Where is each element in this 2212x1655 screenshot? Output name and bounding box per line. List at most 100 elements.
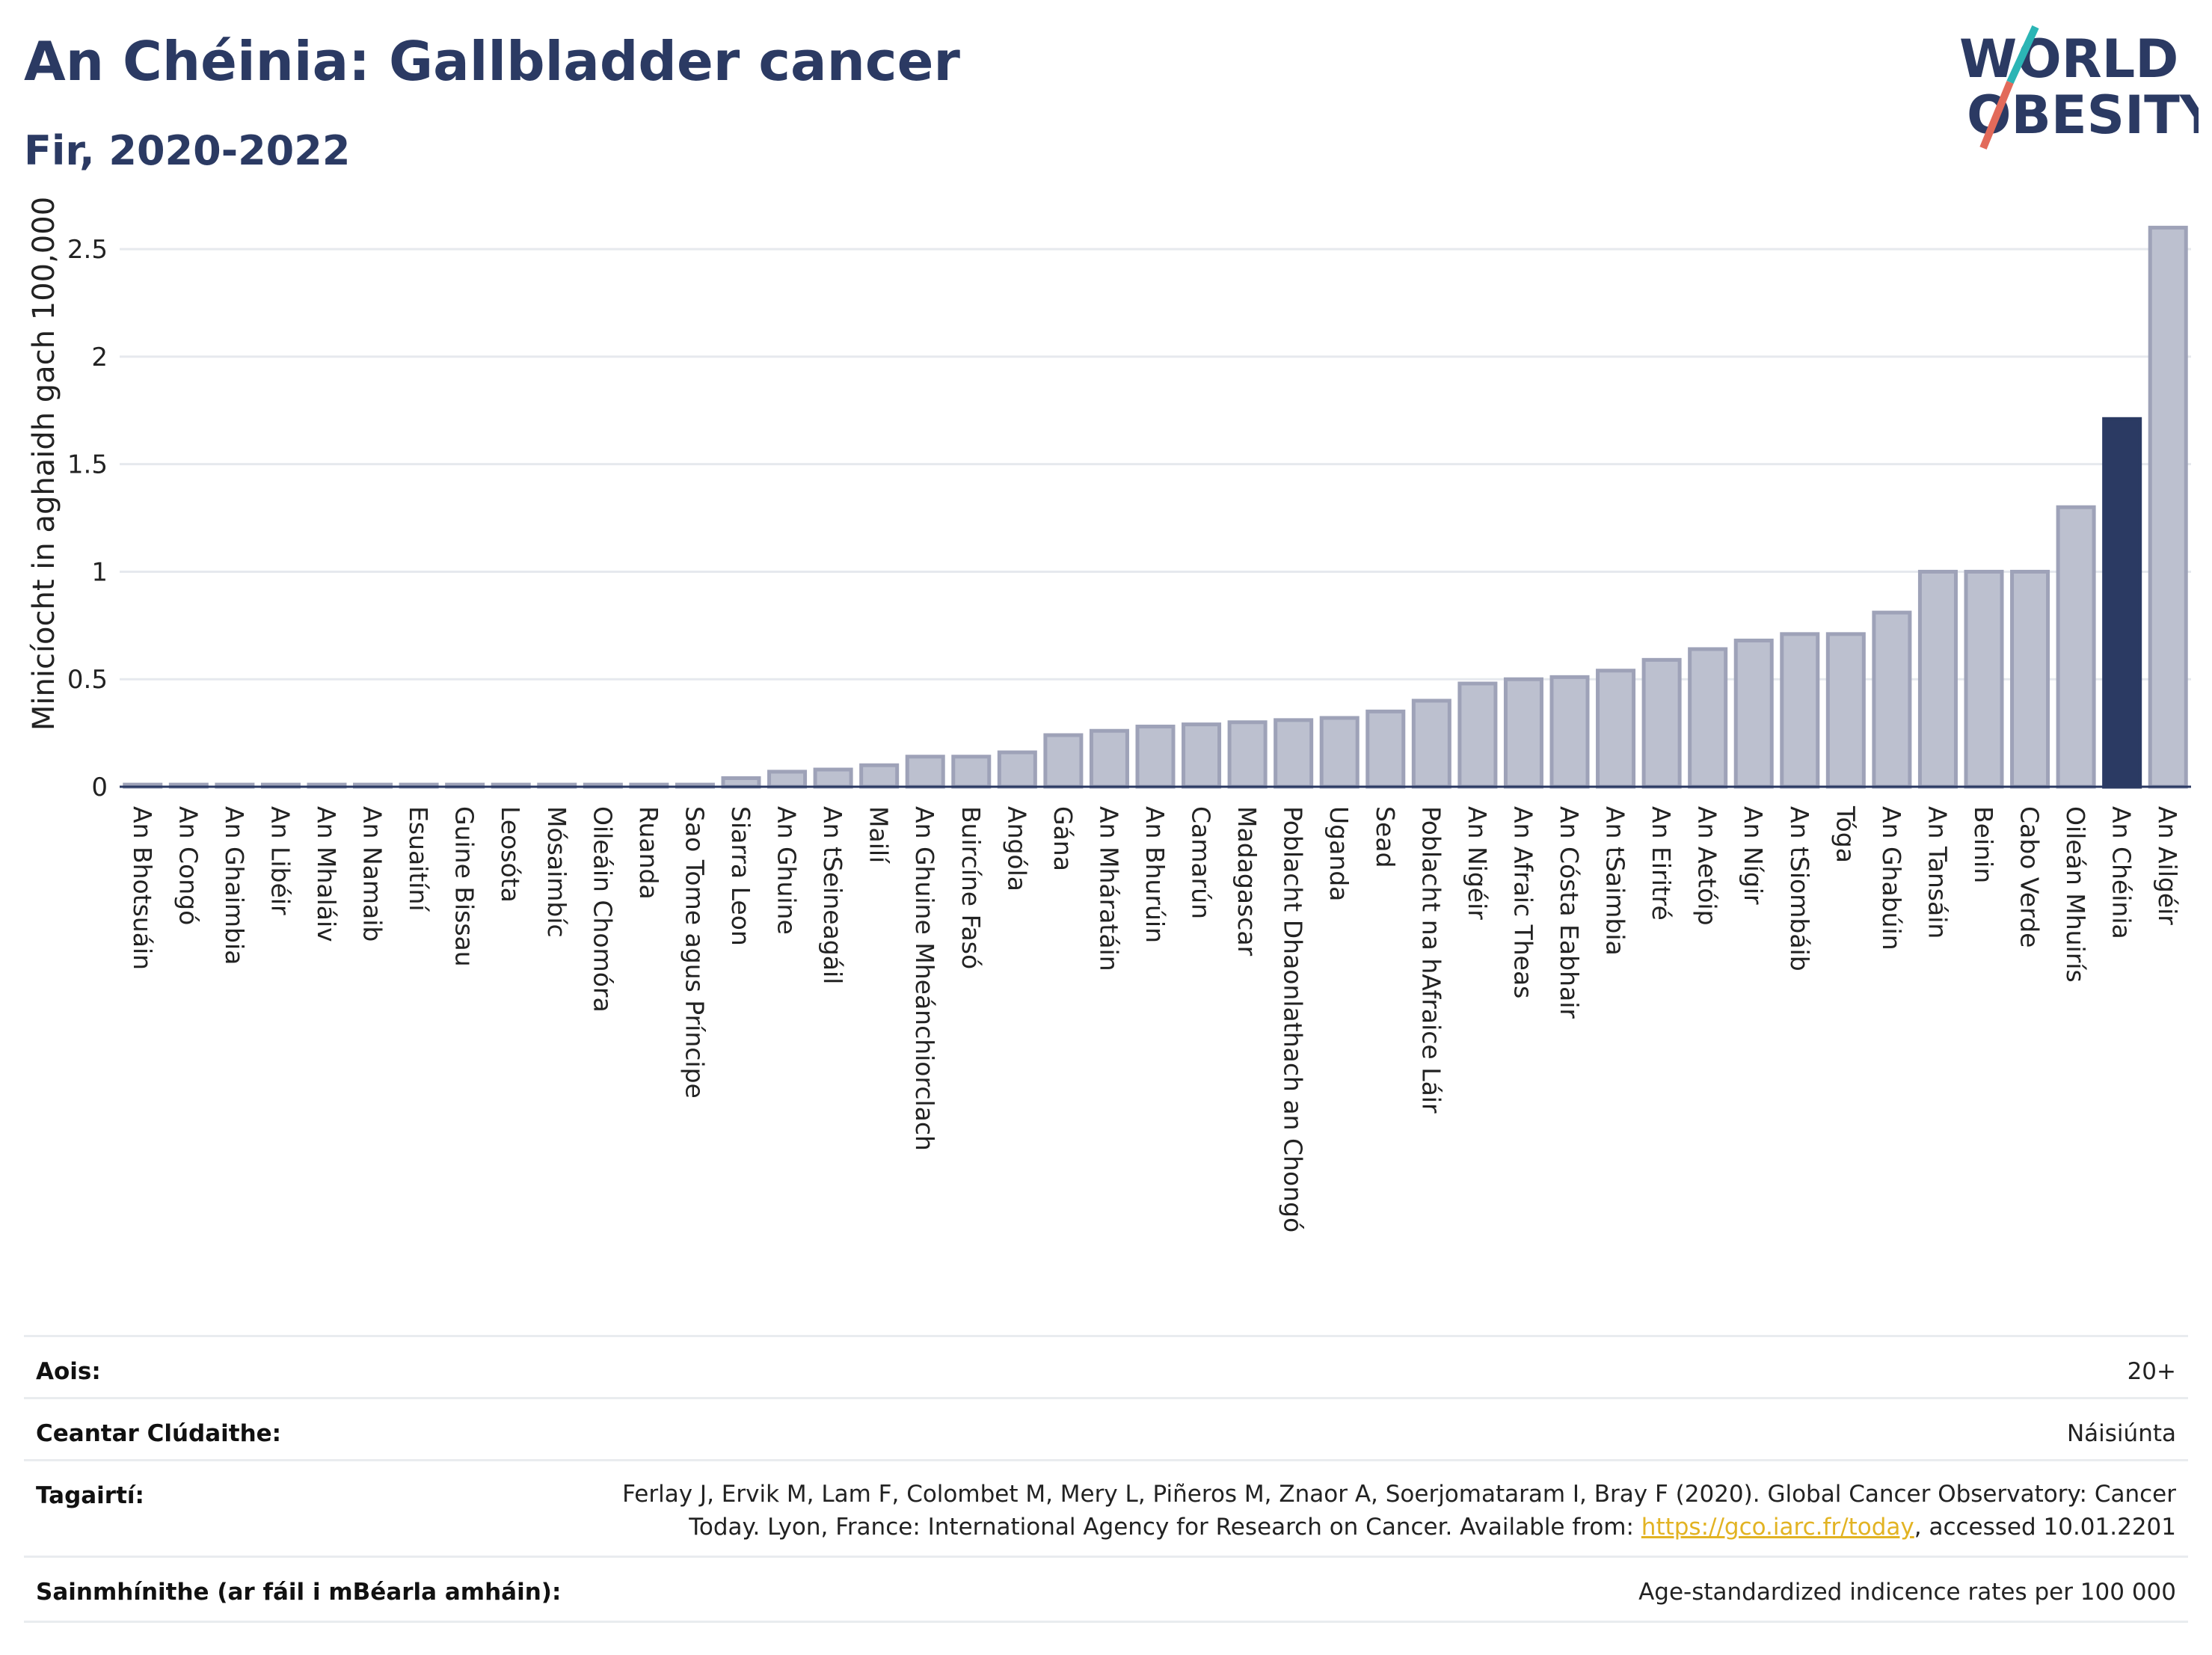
meta-value: Ferlay J, Ervik M, Lam F, Colombet M, Me… — [576, 1478, 2176, 1544]
x-tick-label: An Chéinia — [2107, 806, 2136, 939]
y-tick-label: 1.5 — [67, 450, 108, 480]
x-tick-label: An Bhurúin — [1140, 806, 1170, 943]
x-tick-label: An Ghabúin — [1877, 806, 1906, 951]
y-tick-label: 1 — [91, 557, 108, 587]
y-tick-label: 2.5 — [67, 235, 108, 265]
bar — [2010, 569, 2050, 789]
meta-key: Sainmhínithe (ar fáil i mBéarla amháin): — [36, 1579, 562, 1606]
x-tick-label: An tSeineagáil — [818, 806, 847, 984]
meta-row-references: Tagairtí: Ferlay J, Ervik M, Lam F, Colo… — [24, 1459, 2188, 1556]
bar — [2102, 417, 2142, 789]
y-tick-label: 0.5 — [67, 665, 108, 695]
bar — [1964, 569, 2004, 789]
bar — [1503, 677, 1543, 789]
bar — [1274, 718, 1314, 789]
x-tick-label: An Eiritré — [1647, 806, 1676, 921]
bar — [1135, 724, 1176, 789]
bar — [2056, 505, 2096, 789]
meta-key: Ceantar Clúdaithe: — [36, 1420, 282, 1447]
logo-word-world: WORLD — [1959, 28, 2178, 90]
bar — [767, 770, 808, 789]
metadata-table: Aois: 20+ Ceantar Clúdaithe: Náisiúnta T… — [24, 1335, 2188, 1623]
bar — [1043, 733, 1084, 789]
x-tick-label: Poblacht na hAfraice Láir — [1416, 806, 1446, 1114]
bar — [859, 763, 900, 789]
y-tick-label: 2 — [91, 343, 108, 372]
x-tick-label: An Namaib — [358, 806, 387, 942]
bar — [1641, 657, 1682, 789]
bar — [1688, 647, 1728, 789]
meta-row-definitions: Sainmhínithe (ar fáil i mBéarla amháin):… — [24, 1556, 2188, 1623]
x-tick-label: Mósaimbíc — [542, 806, 571, 938]
x-tick-label: Sao Tome agus Príncipe — [680, 806, 709, 1099]
reference-link[interactable]: https://gco.iarc.fr/today — [1641, 1514, 1914, 1541]
bar — [1182, 722, 1222, 789]
bar — [997, 750, 1037, 789]
bar — [1917, 569, 1958, 789]
bar — [1733, 638, 1774, 789]
bar-chart: 0 0.5 1 1.5 2 2.5 An Bhotsuáin An Congó An Ghai… — [27, 197, 2191, 1232]
x-tick-label: Uganda — [1324, 806, 1354, 901]
x-tick-label: Siarra Leon — [726, 806, 755, 946]
x-tick-label: An Bhotsuáin — [128, 806, 157, 970]
logo-slash-teal — [2006, 25, 2039, 85]
bar — [1872, 610, 1912, 789]
bar — [1825, 632, 1866, 789]
x-tick-label: Beinin — [1969, 806, 1998, 883]
x-tick-label: An Ghuine Mheánchiorclach — [910, 806, 939, 1151]
meta-row-coverage: Ceantar Clúdaithe: Náisiúnta — [24, 1397, 2188, 1459]
reference-text: Ferlay J, Ervik M, Lam F, Colombet M, Me… — [622, 1481, 2176, 1541]
x-tick-label: Tóga — [1831, 805, 1860, 863]
x-tick-label: Leosóta — [496, 806, 525, 903]
bar — [1549, 675, 1590, 789]
bar — [1457, 681, 1498, 789]
bar — [905, 755, 945, 789]
bar — [1319, 716, 1360, 789]
x-tick-label: Sead — [1371, 806, 1400, 868]
chart-title: An Chéinia: Gallbladder cancer — [24, 30, 960, 93]
x-tick-label: Angóla — [1002, 806, 1031, 891]
x-tick-label: Poblacht Dhaonlathach an Chongó — [1279, 806, 1308, 1232]
world-obesity-logo: WORLD OBESITY — [1959, 25, 2199, 150]
x-tick-label: Ruanda — [634, 806, 663, 900]
bar — [2148, 225, 2188, 789]
x-tick-label: Oileáin Chomóra — [588, 806, 617, 1013]
x-tick-label: Mailí — [864, 806, 894, 865]
bar — [1089, 728, 1129, 789]
bar — [1596, 669, 1636, 789]
x-axis-labels: An Bhotsuáin An Congó An Ghaimbia An Libéir… — [128, 805, 2182, 1232]
x-tick-label: An Nígir — [1739, 806, 1768, 905]
x-tick-label: Madagascar — [1232, 806, 1262, 957]
x-tick-label: An tSiombáib — [1785, 806, 1814, 971]
bar — [1365, 709, 1406, 789]
y-axis-ticks: 0 0.5 1 1.5 2 2.5 — [67, 235, 108, 802]
x-tick-label: An Afraic Theas — [1508, 806, 1537, 998]
x-tick-label: An Cósta Eabhair — [1555, 806, 1584, 1019]
x-tick-label: An Ghaimbia — [220, 806, 249, 965]
meta-key: Aois: — [36, 1358, 101, 1385]
x-tick-label: Buircíne Fasó — [956, 806, 986, 969]
y-axis-label: Minicíocht in aghaidh gach 100,000 — [27, 197, 61, 731]
x-tick-label: An Ailgéir — [2153, 806, 2182, 925]
bar — [813, 767, 853, 789]
y-tick-label: 0 — [91, 773, 108, 802]
x-tick-label: Oileán Mhuirís — [2061, 806, 2090, 983]
x-tick-label: An tSaimbia — [1601, 806, 1630, 956]
meta-value: Náisiúnta — [2066, 1420, 2176, 1447]
reference-accessed: , accessed 10.01.2201 — [1914, 1514, 2176, 1541]
x-tick-label: An Mháratáin — [1094, 806, 1123, 971]
meta-value: Age-standardized indicence rates per 100… — [1638, 1579, 2176, 1606]
bar — [1780, 632, 1820, 789]
logo-slash-red — [1979, 81, 2014, 150]
bars — [123, 225, 2188, 789]
meta-key: Tagairtí: — [36, 1482, 144, 1509]
x-tick-label: An Nigéir — [1463, 806, 1492, 920]
x-tick-label: Cabo Verde — [2015, 806, 2044, 948]
meta-row-age: Aois: 20+ — [24, 1335, 2188, 1397]
x-tick-label: Camarún — [1187, 806, 1216, 919]
bar — [951, 755, 992, 789]
meta-value: 20+ — [2127, 1358, 2176, 1385]
x-tick-label: An Ghuine — [772, 806, 802, 935]
x-tick-label: Guine Bissau — [450, 806, 479, 967]
chart-subtitle: Fir, 2020-2022 — [24, 127, 351, 174]
